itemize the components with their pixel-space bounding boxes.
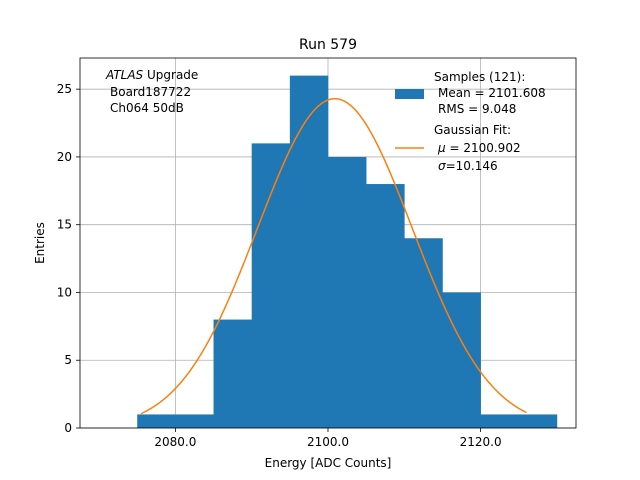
y-ticks: 0 5 10 15 20 25 xyxy=(57,82,80,435)
histogram-bar xyxy=(175,414,214,428)
sigma-symbol: σ xyxy=(438,159,446,173)
x-tick-label: 2100.0 xyxy=(307,435,349,449)
info-annotation: ATLAS Upgrade Board187722 Ch064 50dB xyxy=(105,68,198,115)
y-axis-label: Entries xyxy=(33,222,47,264)
histogram-bar xyxy=(518,414,558,428)
y-tick-label: 5 xyxy=(64,353,72,367)
channel-label: Ch064 50dB xyxy=(110,101,184,115)
histogram-bar xyxy=(213,319,252,428)
histogram-bar xyxy=(328,156,367,428)
y-tick-label: 10 xyxy=(57,285,72,299)
x-ticks: 2080.0 2100.0 2120.0 xyxy=(154,428,502,449)
x-tick-label: 2080.0 xyxy=(154,435,196,449)
annotation-line-1: ATLAS Upgrade xyxy=(105,68,198,82)
histogram-bar xyxy=(251,143,291,428)
board-label: Board187722 xyxy=(110,85,191,99)
sigma-value: =10.146 xyxy=(446,159,498,173)
histogram-bars xyxy=(137,75,558,428)
legend-samples-swatch xyxy=(395,89,424,99)
mu-symbol: μ xyxy=(437,141,446,155)
histogram-bar xyxy=(404,238,443,428)
legend-fit-title: Gaussian Fit: xyxy=(434,123,511,137)
histogram-bar xyxy=(442,292,481,428)
x-tick-label: 2120.0 xyxy=(460,435,502,449)
legend-fit-sigma: σ=10.146 xyxy=(438,159,498,173)
legend-samples-title: Samples (121): xyxy=(434,70,525,84)
histogram-bar xyxy=(137,414,176,428)
legend-samples-rms: RMS = 9.048 xyxy=(438,102,516,116)
legend-samples-mean: Mean = 2101.608 xyxy=(438,86,546,100)
legend-fit-mu: μ = 2100.902 xyxy=(437,141,521,155)
histogram-bar xyxy=(289,75,329,428)
gaussian-fit-curve xyxy=(140,97,527,415)
legend: Samples (121): Mean = 2101.608 RMS = 9.0… xyxy=(395,70,546,173)
y-tick-label: 25 xyxy=(57,82,72,96)
y-tick-label: 0 xyxy=(64,421,72,435)
mu-value: = 2100.902 xyxy=(446,141,521,155)
histogram-bar xyxy=(366,184,405,428)
atlas-label: ATLAS xyxy=(105,68,144,82)
chart-title: Run 579 xyxy=(299,37,357,53)
y-tick-label: 15 xyxy=(57,218,72,232)
y-tick-label: 20 xyxy=(57,150,72,164)
x-axis-label: Energy [ADC Counts] xyxy=(265,456,392,470)
upgrade-label: Upgrade xyxy=(143,68,198,82)
histogram-bar xyxy=(480,414,520,428)
